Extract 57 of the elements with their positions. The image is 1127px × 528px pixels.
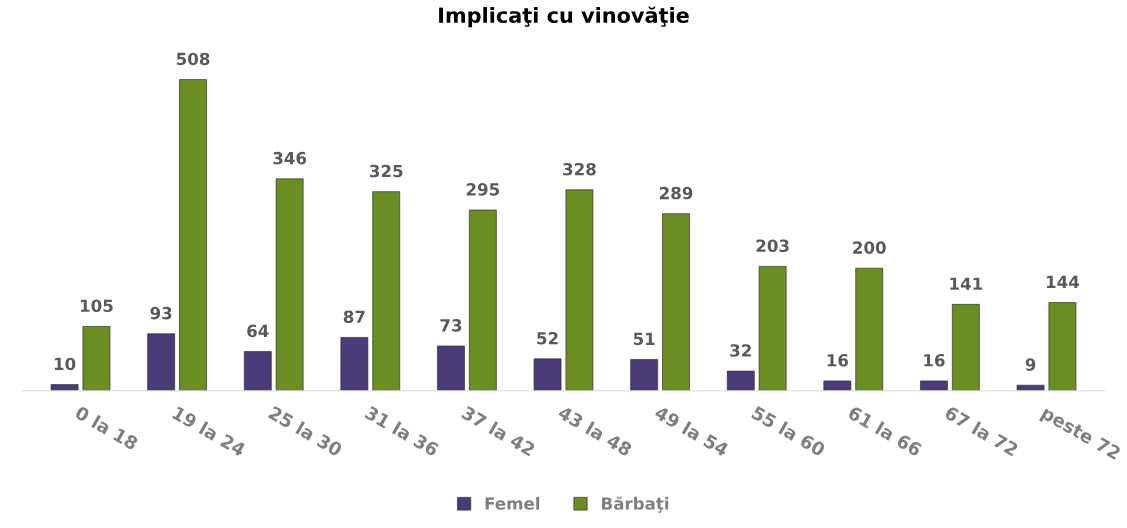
data-label: 16 <box>924 353 945 367</box>
bar <box>565 189 594 391</box>
data-label: 105 <box>80 299 113 313</box>
bar <box>1016 384 1045 391</box>
x-tick-label: 25 la 30 <box>267 405 344 457</box>
x-tick-label: 61 la 66 <box>847 405 923 457</box>
bar <box>275 178 304 391</box>
data-label: 200 <box>853 241 886 254</box>
x-tick-label: 49 la 54 <box>653 405 730 457</box>
data-label: 203 <box>756 239 789 253</box>
bar <box>50 384 79 391</box>
data-label: 328 <box>563 162 596 176</box>
data-label: 32 <box>730 344 751 357</box>
x-tick-label: 19 la 24 <box>171 405 247 457</box>
data-label: 325 <box>369 164 403 178</box>
x-tick-label: 67 la 72 <box>943 405 1019 457</box>
legend-label: Femel <box>485 496 540 510</box>
bar <box>372 191 401 391</box>
data-label: 289 <box>659 186 693 200</box>
x-tick-label: 43 la 48 <box>557 405 633 457</box>
bar <box>823 380 852 391</box>
bar <box>726 370 755 391</box>
bar <box>1048 302 1077 391</box>
bar <box>951 304 980 391</box>
data-label: 346 <box>273 151 307 165</box>
data-label: 141 <box>950 277 983 290</box>
data-label: 51 <box>633 332 655 346</box>
bar <box>147 333 176 391</box>
x-tick-label: 37 la 42 <box>460 405 536 457</box>
data-label: 508 <box>176 52 210 66</box>
data-label: 73 <box>440 319 462 332</box>
x-tick-label: 0 la 18 <box>74 405 139 451</box>
data-label: 10 <box>54 357 76 371</box>
bar <box>855 267 884 391</box>
data-label: 295 <box>466 183 500 196</box>
x-tick-label: 55 la 60 <box>750 405 827 457</box>
data-label: 93 <box>150 306 172 320</box>
data-label: 52 <box>537 331 558 345</box>
bar <box>82 326 111 391</box>
bar <box>662 213 690 391</box>
data-label: 87 <box>343 310 365 324</box>
bar <box>437 345 465 391</box>
data-label: 9 <box>1025 358 1036 371</box>
bar <box>243 351 272 391</box>
data-label: 64 <box>247 324 269 338</box>
bar <box>630 359 659 391</box>
chart-title: Implicaţi cu vinovăţie <box>439 6 689 28</box>
x-tick-label: 31 la 36 <box>364 405 440 457</box>
legend-label: Bărbaţi <box>602 496 669 513</box>
bar <box>920 380 948 391</box>
bar <box>179 79 207 391</box>
data-label: 144 <box>1046 275 1080 288</box>
bar <box>468 209 497 391</box>
bar <box>533 358 562 391</box>
data-label: 16 <box>827 353 849 367</box>
bar <box>340 337 369 391</box>
bar <box>758 266 787 391</box>
